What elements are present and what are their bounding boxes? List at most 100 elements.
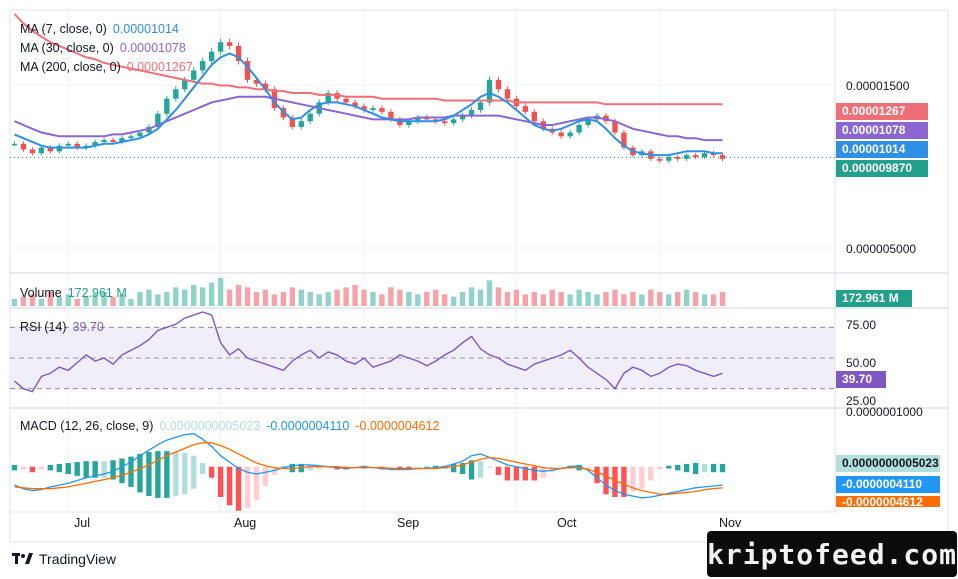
price-candle — [415, 117, 421, 122]
volume-bar — [280, 292, 287, 306]
volume-bar — [217, 278, 224, 306]
volume-bar — [513, 289, 520, 306]
legend-ma30-name: MA (30, close, 0) — [20, 41, 114, 55]
legend-ma30-value: 0.00001078 — [119, 41, 186, 55]
macd-histogram-bar — [603, 466, 609, 495]
price-candle — [11, 143, 18, 146]
volume-bar — [11, 299, 18, 306]
volume-label: Volume — [20, 286, 62, 300]
volume-bar — [370, 292, 376, 306]
volume-bar — [200, 287, 206, 306]
macd-histogram-bar — [531, 466, 537, 481]
rsi-line — [14, 311, 723, 393]
price-candle — [567, 132, 573, 137]
price-candle — [110, 140, 116, 142]
macd-histogram-bar — [307, 464, 313, 471]
volume-bar — [271, 294, 278, 306]
macd-histogram-bar — [648, 466, 654, 481]
volume-bar — [65, 294, 71, 306]
macd-histogram-bar — [208, 466, 215, 478]
price-candle — [65, 143, 71, 146]
price-candle — [675, 156, 681, 159]
macd-histogram-bar — [549, 466, 555, 473]
x-label-oct: Oct — [557, 516, 577, 530]
macd-histogram-bar — [683, 463, 690, 473]
x-label-sep: Sep — [397, 516, 420, 530]
price-candle — [92, 141, 98, 146]
price-tag-ma30: 0.00001078 — [836, 122, 928, 139]
volume-bar — [289, 287, 296, 306]
rsi-label: RSI (14) — [20, 320, 67, 334]
price-candle — [244, 61, 251, 80]
macd-signal-value: -0.0000004612 — [355, 419, 440, 433]
volume-bar — [648, 289, 654, 306]
macd-histogram-bar — [666, 465, 672, 469]
price-candle — [585, 119, 591, 126]
price-candle — [612, 121, 618, 133]
price-candle — [468, 109, 475, 116]
volume-bar — [486, 280, 493, 306]
price-candle — [29, 149, 36, 154]
volume-bar — [621, 294, 627, 306]
volume-bar — [361, 289, 367, 306]
macd-histogram-bar — [191, 455, 197, 489]
price-candle — [459, 115, 466, 120]
volume-bar — [173, 287, 179, 306]
price-candle — [370, 108, 376, 110]
price-candle — [307, 113, 313, 122]
volume-bar — [567, 294, 573, 306]
volume-bar — [191, 285, 197, 306]
tradingview-icon — [12, 553, 33, 564]
macd-histogram-bar — [235, 466, 242, 511]
macd-histogram-bar — [522, 466, 529, 481]
macd-histogram-bar — [621, 466, 627, 497]
volume-bar — [307, 292, 313, 306]
macd-histogram-bar — [468, 460, 475, 480]
macd-tag-macd: -0.0000004110 — [836, 476, 940, 493]
price-candle — [74, 143, 80, 148]
kriptofeed-watermark: kriptofeed.com — [707, 531, 957, 577]
price-candle — [173, 89, 179, 99]
volume-bar — [415, 294, 421, 306]
macd-histogram-bar — [74, 462, 80, 476]
volume-bar — [226, 289, 233, 306]
volume-bar — [719, 292, 726, 306]
legend-ma200-value: 0.00001267 — [126, 60, 193, 74]
macd-legend: MACD (12, 26, close, 9) 0.0000000005023 -0… — [20, 419, 446, 433]
volume-bar — [692, 292, 699, 306]
macd-tick: 0.0000001000 — [846, 405, 923, 419]
price-candle — [253, 79, 260, 84]
legend-ma7-value: 0.00001014 — [112, 22, 179, 36]
volume-bar — [137, 292, 143, 306]
volume-bar — [397, 289, 403, 306]
ma30-line — [14, 95, 723, 142]
macd-line-value: -0.0000004110 — [266, 419, 350, 433]
price-candle — [666, 156, 672, 161]
volume-bar — [441, 294, 448, 306]
price-candle — [164, 98, 170, 114]
rsi-tag: 39.70 — [836, 371, 886, 388]
macd-histogram-bar — [47, 464, 54, 471]
macd-histogram-bar — [182, 452, 188, 495]
tradingview-logo[interactable]: TradingView — [12, 551, 116, 567]
price-candle — [208, 51, 215, 62]
volume-bar — [208, 282, 215, 306]
volume-bar — [379, 294, 385, 306]
macd-histogram-bar — [110, 460, 116, 480]
macd-histogram-bar — [137, 453, 143, 493]
price-candle — [692, 155, 699, 157]
rsi-value: 39.70 — [72, 320, 104, 334]
rsi-tick-75: 75.00 — [846, 318, 877, 332]
price-candle — [701, 153, 708, 157]
price-candle — [495, 79, 502, 90]
macd-histogram-bar — [657, 466, 663, 470]
volume-bar — [406, 292, 412, 306]
volume-bar — [388, 287, 394, 306]
price-candle — [137, 132, 143, 137]
volume-bar — [128, 299, 134, 306]
volume-bar — [576, 289, 582, 306]
macd-histogram-bar — [262, 466, 269, 486]
price-candle — [20, 143, 27, 150]
price-tick-high: 0.00001500 — [846, 79, 910, 93]
price-candle — [441, 121, 448, 124]
